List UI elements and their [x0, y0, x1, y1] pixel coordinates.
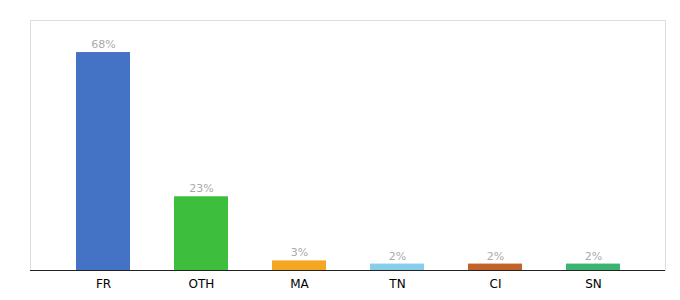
svg-text:2%: 2% — [585, 250, 602, 263]
svg-text:68%: 68% — [91, 38, 115, 51]
svg-text:TN: TN — [388, 277, 405, 291]
svg-text:3%: 3% — [291, 246, 308, 259]
svg-text:2%: 2% — [389, 250, 406, 263]
svg-text:FR: FR — [96, 277, 111, 291]
svg-text:2%: 2% — [487, 250, 504, 263]
svg-text:CI: CI — [490, 277, 502, 291]
svg-text:SN: SN — [585, 277, 602, 291]
svg-text:23%: 23% — [189, 182, 213, 195]
svg-text:MA: MA — [290, 277, 309, 291]
svg-text:OTH: OTH — [189, 277, 215, 291]
